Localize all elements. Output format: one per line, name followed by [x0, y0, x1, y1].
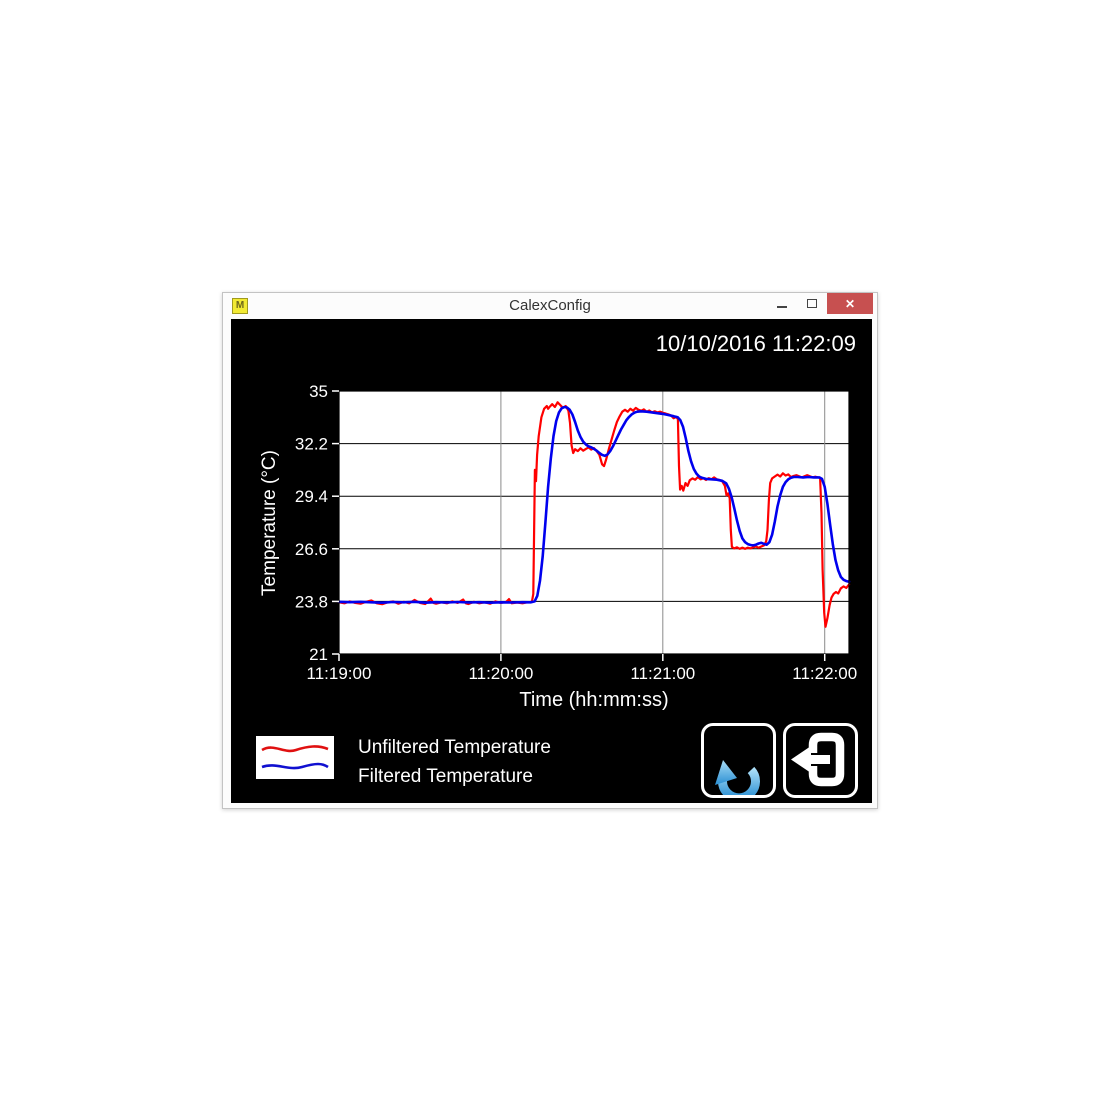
close-icon: ✕ — [844, 296, 856, 311]
close-button[interactable]: ✕ — [827, 293, 873, 314]
axis-ticks: 21 23.8 26.6 29.4 32.2 35 11:19:00 11:20:00 11:2… — [295, 382, 857, 683]
y-tick-label: 21 — [309, 645, 328, 664]
x-tick-label: 11:22:00 — [792, 664, 857, 683]
maximize-button[interactable] — [797, 293, 827, 314]
legend-unfiltered-line — [261, 745, 329, 753]
exit-button[interactable] — [783, 723, 858, 798]
y-tick-label: 35 — [309, 382, 328, 401]
x-tick-label: 11:19:00 — [307, 664, 372, 683]
refresh-icon — [715, 760, 760, 803]
app-icon: M — [232, 298, 248, 314]
temperature-chart: 21 23.8 26.6 29.4 32.2 35 11:19:00 11:20:00 11:2… — [259, 382, 857, 711]
caption-buttons: ✕ — [767, 293, 873, 319]
minimize-button[interactable] — [767, 293, 797, 314]
y-tick-label: 23.8 — [295, 592, 328, 611]
plot-border — [338, 390, 850, 655]
legend-swatch — [256, 736, 334, 779]
refresh-button[interactable] — [701, 723, 776, 803]
series-line-filtered — [337, 405, 851, 605]
legend-label-filtered: Filtered Temperature — [358, 766, 533, 787]
client-area: 10/10/2016 11:22:09 21 23.8 26.6 29.4 32.2 35… — [231, 319, 872, 803]
window-title: CalexConfig — [509, 297, 591, 314]
minimize-icon — [777, 305, 787, 308]
y-axis-label: Temperature (°C) — [259, 450, 280, 596]
data-series — [337, 401, 851, 628]
exit-icon — [791, 732, 845, 787]
datetime-readout: 10/10/2016 11:22:09 — [655, 331, 856, 356]
calexconfig-window: M CalexConfig ✕ 10/10/2016 11:22:09 — [222, 292, 878, 809]
plot-area — [339, 391, 849, 654]
gridlines — [339, 391, 849, 654]
legend-filtered-line — [261, 762, 329, 770]
maximize-icon — [807, 299, 817, 308]
y-tick-label: 29.4 — [295, 487, 328, 506]
y-tick-label: 32.2 — [295, 435, 328, 454]
x-tick-label: 11:20:00 — [468, 664, 533, 683]
legend-labels: Unfiltered Temperature Filtered Temperat… — [358, 733, 551, 791]
legend-label-unfiltered: Unfiltered Temperature — [358, 737, 551, 758]
title-bar[interactable]: M CalexConfig ✕ — [223, 293, 877, 319]
x-tick-label: 11:21:00 — [630, 664, 695, 683]
x-axis-label: Time (hh:mm:ss) — [519, 689, 668, 711]
y-tick-label: 26.6 — [295, 540, 328, 559]
